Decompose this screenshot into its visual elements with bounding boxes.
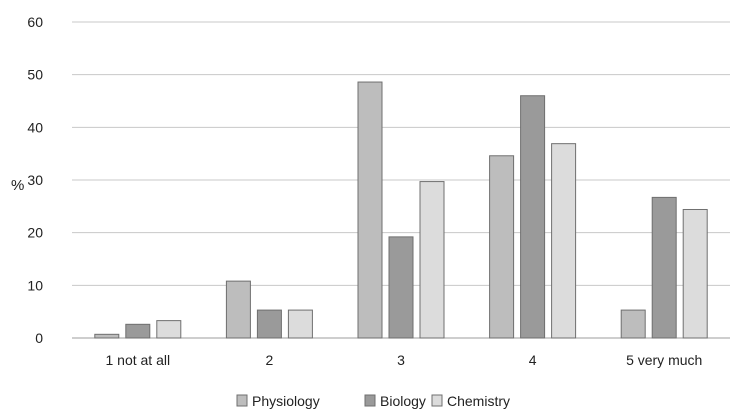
legend-label-chemistry: Chemistry: [447, 393, 510, 409]
x-category-label: 4: [529, 352, 537, 368]
bar-biology-2: [256, 309, 282, 339]
bar-biology-3: [388, 236, 414, 339]
y-axis-title: %: [11, 177, 24, 194]
legend-swatch-chemistry: [431, 394, 443, 407]
legend: Physiology Biology Chemistry: [236, 393, 510, 409]
bar-physiology-3: [357, 81, 383, 339]
bar-physiology-4: [489, 155, 515, 339]
y-tick-label: 10: [27, 277, 43, 293]
bar-physiology-5: [620, 309, 646, 339]
bar-biology-1: [125, 323, 151, 339]
x-category-label: 5 very much: [626, 352, 702, 368]
legend-label-biology: Biology: [380, 393, 426, 409]
y-tick-label: 40: [27, 119, 43, 135]
y-tick-label: 50: [27, 67, 43, 83]
bar-chemistry-5: [682, 208, 708, 339]
legend-swatch-physiology: [236, 394, 248, 407]
legend-label-physiology: Physiology: [252, 393, 320, 409]
bar-physiology-2: [225, 280, 251, 339]
y-tick-label: 20: [27, 225, 43, 241]
bar-chemistry-4: [551, 143, 577, 339]
x-category-label: 1 not at all: [105, 352, 170, 368]
bar-biology-4: [520, 95, 546, 339]
x-axis-categories: 1 not at all 2 3 4 5 very much: [105, 352, 702, 368]
x-category-label: 3: [397, 352, 405, 368]
gridlines: [72, 21, 730, 339]
y-tick-label: 0: [35, 330, 43, 346]
bar-chemistry-1: [156, 320, 182, 339]
legend-swatch-biology: [364, 394, 376, 407]
bar-chemistry-3: [419, 181, 445, 339]
y-tick-label: 30: [27, 172, 43, 188]
bar-chemistry-2: [287, 309, 313, 339]
y-axis-ticks: 0 10 20 30 40 50 60: [27, 14, 43, 346]
bars: [94, 81, 708, 339]
bar-biology-5: [651, 196, 677, 339]
y-tick-label: 60: [27, 14, 43, 30]
x-category-label: 2: [266, 352, 274, 368]
bar-physiology-1: [94, 333, 120, 339]
